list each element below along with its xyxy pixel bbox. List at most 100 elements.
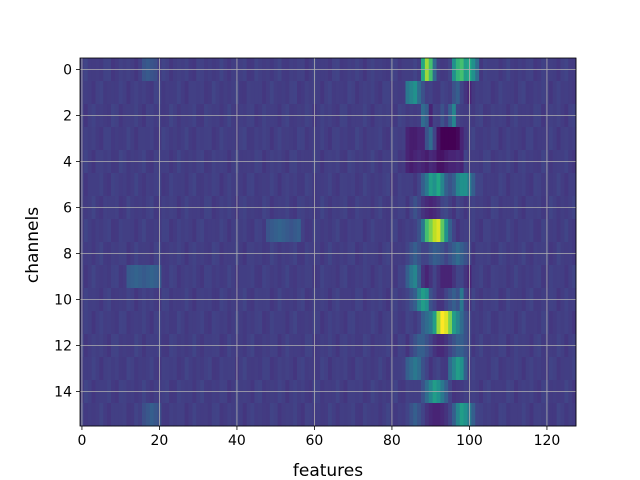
- heatmap-cell: [421, 127, 426, 151]
- heatmap-cell: [192, 219, 197, 243]
- heatmap-cell: [262, 403, 267, 427]
- heatmap-cell: [277, 311, 282, 335]
- heatmap-cell: [149, 219, 155, 243]
- heatmap-cell: [114, 265, 120, 289]
- heatmap-cell: [502, 219, 507, 243]
- heatmap-cell: [149, 81, 155, 105]
- heatmap-cell: [483, 127, 488, 151]
- heatmap-cell: [339, 127, 344, 151]
- heatmap-cell: [533, 127, 538, 151]
- heatmap-cell: [560, 403, 565, 427]
- heatmap-cell: [564, 219, 569, 243]
- heatmap-cell: [107, 81, 112, 105]
- heatmap-cell: [401, 265, 406, 289]
- heatmap-cell: [87, 81, 93, 105]
- heatmap-cell: [405, 219, 410, 243]
- heatmap-cell: [405, 173, 410, 197]
- heatmap-cell: [289, 265, 294, 289]
- heatmap-cell: [246, 265, 251, 289]
- heatmap-cell: [103, 173, 108, 197]
- heatmap-cell: [362, 403, 368, 427]
- heatmap-cell: [273, 311, 279, 335]
- y-tick-label: 0: [63, 63, 72, 79]
- heatmap-cell: [490, 265, 496, 289]
- heatmap-cell: [118, 357, 124, 381]
- heatmap-cell: [366, 173, 372, 197]
- heatmap-cell: [428, 265, 434, 289]
- heatmap-cell: [83, 265, 89, 289]
- heatmap-cell: [250, 311, 255, 335]
- heatmap-cell: [521, 127, 527, 151]
- heatmap-cell: [223, 81, 228, 105]
- heatmap-cell: [568, 265, 573, 289]
- heatmap-cell: [351, 403, 356, 427]
- heatmap-cell: [254, 311, 259, 335]
- heatmap-cell: [165, 403, 170, 427]
- heatmap-cell: [560, 357, 565, 381]
- heatmap-cell: [393, 403, 399, 427]
- heatmap-cell: [428, 357, 434, 381]
- heatmap-cell: [262, 127, 267, 151]
- heatmap-cell: [180, 265, 186, 289]
- heatmap-cell: [103, 265, 108, 289]
- heatmap-cell: [142, 219, 147, 243]
- heatmap-cell: [452, 219, 457, 243]
- heatmap-cell: [176, 357, 182, 381]
- heatmap-cell: [378, 219, 383, 243]
- heatmap-cell: [421, 311, 426, 335]
- heatmap-cell: [374, 403, 379, 427]
- heatmap-cell: [308, 403, 313, 427]
- heatmap-cell: [432, 81, 437, 105]
- heatmap-cell: [114, 311, 120, 335]
- heatmap-cell: [107, 219, 112, 243]
- heatmap-cell: [176, 219, 182, 243]
- heatmap-cell: [91, 173, 96, 197]
- heatmap-cell: [176, 311, 182, 335]
- heatmap-cell: [440, 357, 445, 381]
- heatmap-cell: [386, 403, 391, 427]
- heatmap-cell: [83, 81, 89, 105]
- heatmap-cell: [184, 127, 189, 151]
- heatmap-cell: [126, 127, 131, 151]
- heatmap-cell: [196, 311, 201, 335]
- heatmap-cell: [107, 357, 112, 381]
- heatmap-cell: [328, 127, 333, 151]
- heatmap-cell: [525, 265, 530, 289]
- heatmap-cell: [409, 173, 414, 197]
- heatmap-cell: [343, 173, 348, 197]
- heatmap-cell: [281, 357, 286, 381]
- heatmap-cell: [483, 265, 488, 289]
- heatmap-cell: [440, 265, 445, 289]
- heatmap-cell: [374, 219, 379, 243]
- heatmap-cell: [355, 173, 360, 197]
- heatmap-cell: [490, 311, 496, 335]
- heatmap-cell: [130, 311, 135, 335]
- heatmap-cell: [440, 127, 445, 151]
- heatmap-cell: [378, 265, 383, 289]
- heatmap-cell: [479, 127, 484, 151]
- heatmap-cell: [184, 265, 189, 289]
- heatmap-cell: [339, 357, 344, 381]
- heatmap-cell: [130, 173, 135, 197]
- heatmap-cell: [111, 265, 116, 289]
- heatmap-cell: [304, 173, 310, 197]
- heatmap-cell: [320, 265, 325, 289]
- y-tick-label: 8: [63, 247, 72, 263]
- heatmap-cell: [436, 219, 441, 243]
- heatmap-cell: [149, 265, 155, 289]
- heatmap-cell: [486, 311, 492, 335]
- heatmap-cell: [227, 219, 232, 243]
- heatmap-cell: [130, 81, 135, 105]
- heatmap-cell: [176, 127, 182, 151]
- heatmap-cell: [134, 219, 139, 243]
- heatmap-cell: [145, 311, 151, 335]
- heatmap-cell: [502, 173, 507, 197]
- heatmap-cell: [118, 219, 124, 243]
- heatmap-cell: [130, 403, 135, 427]
- heatmap-cell: [87, 265, 93, 289]
- heatmap-cell: [506, 219, 511, 243]
- heatmap-cell: [250, 81, 255, 105]
- heatmap-cell: [552, 311, 558, 335]
- heatmap-cell: [413, 219, 418, 243]
